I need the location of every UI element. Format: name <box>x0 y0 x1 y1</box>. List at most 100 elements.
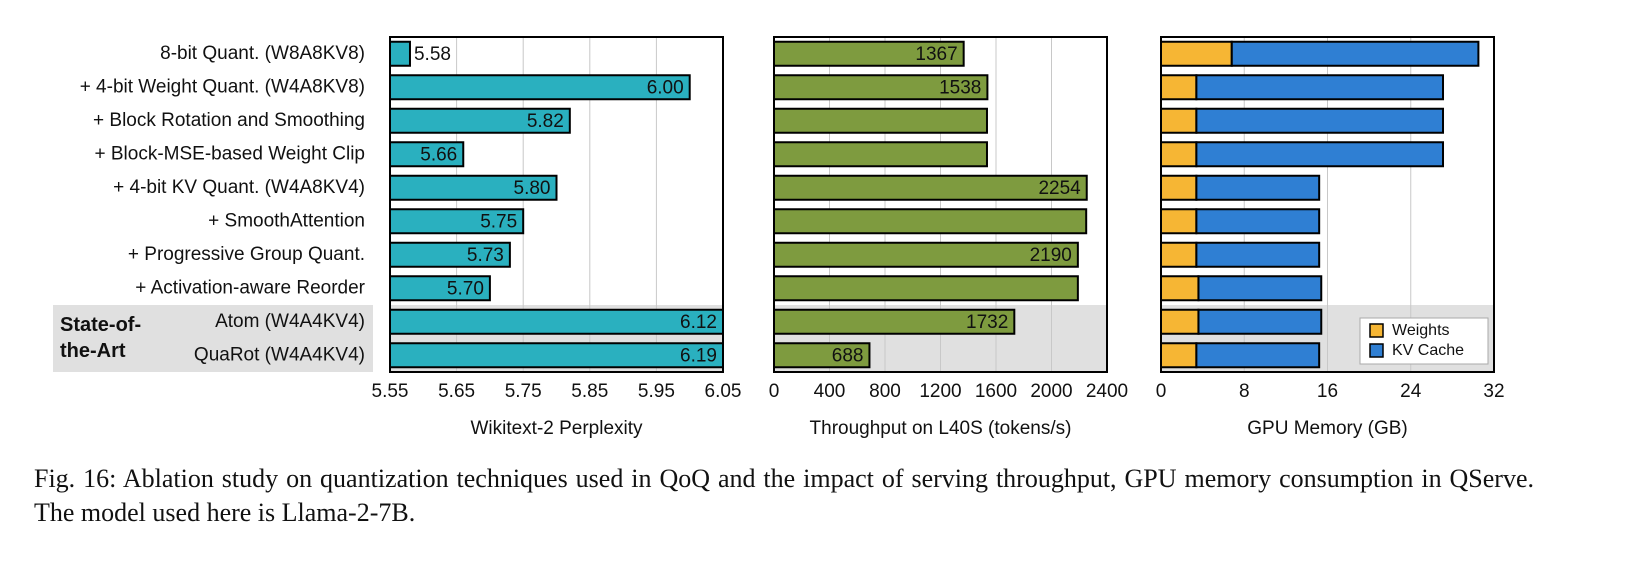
x-tick-label: 8 <box>1239 381 1250 402</box>
bar <box>390 208 525 235</box>
bars <box>390 40 723 369</box>
x-tick-label: 400 <box>814 381 846 402</box>
bar-segment <box>1230 40 1480 67</box>
bar <box>774 74 989 101</box>
bars <box>1161 40 1480 369</box>
value-label: 2190 <box>1030 245 1072 266</box>
bar-segment <box>1195 107 1445 134</box>
x-tick-label: 24 <box>1400 381 1422 402</box>
bar <box>390 141 465 168</box>
value-label: 5.73 <box>467 245 504 266</box>
bar-segment <box>1161 275 1200 302</box>
bar <box>774 342 871 369</box>
x-tick-label: 16 <box>1317 381 1338 402</box>
value-label: 6.19 <box>680 345 717 366</box>
x-tick-label: 2000 <box>1030 381 1072 402</box>
bar <box>774 107 988 134</box>
category-label: + 4-bit Weight Quant. (W4A8KV8) <box>80 76 365 97</box>
category-label: + SmoothAttention <box>208 210 365 231</box>
value-label: 6.12 <box>680 312 717 333</box>
x-tick-label: 5.65 <box>438 381 475 402</box>
value-label: 2254 <box>1038 178 1081 199</box>
legend-swatch <box>1369 343 1384 358</box>
value-label: 1367 <box>915 44 957 65</box>
value-label: 6.00 <box>647 77 684 98</box>
value-label: 5.80 <box>514 178 551 199</box>
legend-label: Weights <box>1392 322 1450 339</box>
bar-segment <box>1161 208 1198 235</box>
category-label: + Block-MSE-based Weight Clip <box>94 143 365 164</box>
category-label: + Activation-aware Reorder <box>135 277 365 298</box>
bar <box>774 308 1016 335</box>
bar <box>390 40 411 67</box>
bar <box>390 241 511 268</box>
x-tick-label: 1200 <box>919 381 961 402</box>
x-axis-label: Wikitext-2 Perplexity <box>470 418 643 439</box>
value-label: 1732 <box>966 312 1008 333</box>
value-label: 5.70 <box>447 278 484 299</box>
value-label: 5.82 <box>527 111 564 132</box>
bar-segment <box>1195 208 1321 235</box>
bar-segment <box>1195 141 1445 168</box>
value-label: 5.75 <box>480 211 517 232</box>
legend-label: KV Cache <box>1392 342 1464 359</box>
bar-segment <box>1161 174 1198 201</box>
x-tick-label: 1600 <box>975 381 1017 402</box>
category-label: + Progressive Group Quant. <box>128 244 365 265</box>
bar <box>774 141 988 168</box>
x-tick-label: 5.95 <box>638 381 675 402</box>
group-label: State-of-the-Art <box>60 314 142 362</box>
legend-swatch <box>1369 323 1384 338</box>
plot-frame <box>1160 36 1495 373</box>
bar-segment <box>1195 74 1445 101</box>
bar-segment <box>1161 308 1200 335</box>
bar-segment <box>1161 107 1198 134</box>
bar <box>390 174 558 201</box>
bar <box>390 342 723 369</box>
bar-segment <box>1161 241 1198 268</box>
bar-segment <box>1195 174 1321 201</box>
bar-segment <box>1195 342 1321 369</box>
x-tick-label: 5.55 <box>372 381 409 402</box>
bar-segment <box>1195 241 1321 268</box>
caption: Fig. 16: Ablation study on quantization … <box>34 464 1534 527</box>
sota-background <box>53 305 373 372</box>
bar <box>774 40 965 67</box>
bar <box>774 208 1088 235</box>
bar-segment <box>1161 74 1198 101</box>
x-tick-label: 5.85 <box>571 381 608 402</box>
bar <box>390 275 491 302</box>
x-tick-label: 0 <box>1156 381 1167 402</box>
figure: 8-bit Quant. (W8A8KV8) + 4-bit Weight Qua… <box>53 36 1505 439</box>
bar-segment <box>1197 275 1323 302</box>
x-tick-label: 5.75 <box>505 381 542 402</box>
bar <box>774 275 1079 302</box>
x-axis-label: GPU Memory (GB) <box>1247 418 1407 439</box>
bar <box>390 308 723 335</box>
x-tick-label: 32 <box>1483 381 1504 402</box>
x-axis-label: Throughput on L40S (tokens/s) <box>810 418 1072 439</box>
value-label: 5.58 <box>414 44 451 65</box>
plot-frame <box>773 36 1108 373</box>
x-tick-label: 6.05 <box>705 381 742 402</box>
x-tick-label: 2400 <box>1086 381 1128 402</box>
bar-segment <box>1161 141 1198 168</box>
bars <box>774 40 1088 369</box>
plot-frame <box>389 36 724 373</box>
category-label: QuaRot (W4A4KV4) <box>194 344 365 365</box>
category-label: + Block Rotation and Smoothing <box>93 110 365 131</box>
bar <box>774 174 1088 201</box>
bar-segment <box>1197 308 1323 335</box>
x-tick-label: 800 <box>869 381 901 402</box>
bar-segment <box>1161 342 1198 369</box>
value-label: 688 <box>832 345 864 366</box>
value-label: 5.66 <box>420 144 457 165</box>
category-label: Atom (W4A4KV4) <box>215 311 365 332</box>
x-tick-label: 0 <box>769 381 780 402</box>
category-label: 8-bit Quant. (W8A8KV8) <box>160 43 365 64</box>
bar <box>390 74 691 101</box>
value-label: 1538 <box>939 77 981 98</box>
bar <box>774 241 1079 268</box>
bar-segment <box>1161 40 1233 67</box>
